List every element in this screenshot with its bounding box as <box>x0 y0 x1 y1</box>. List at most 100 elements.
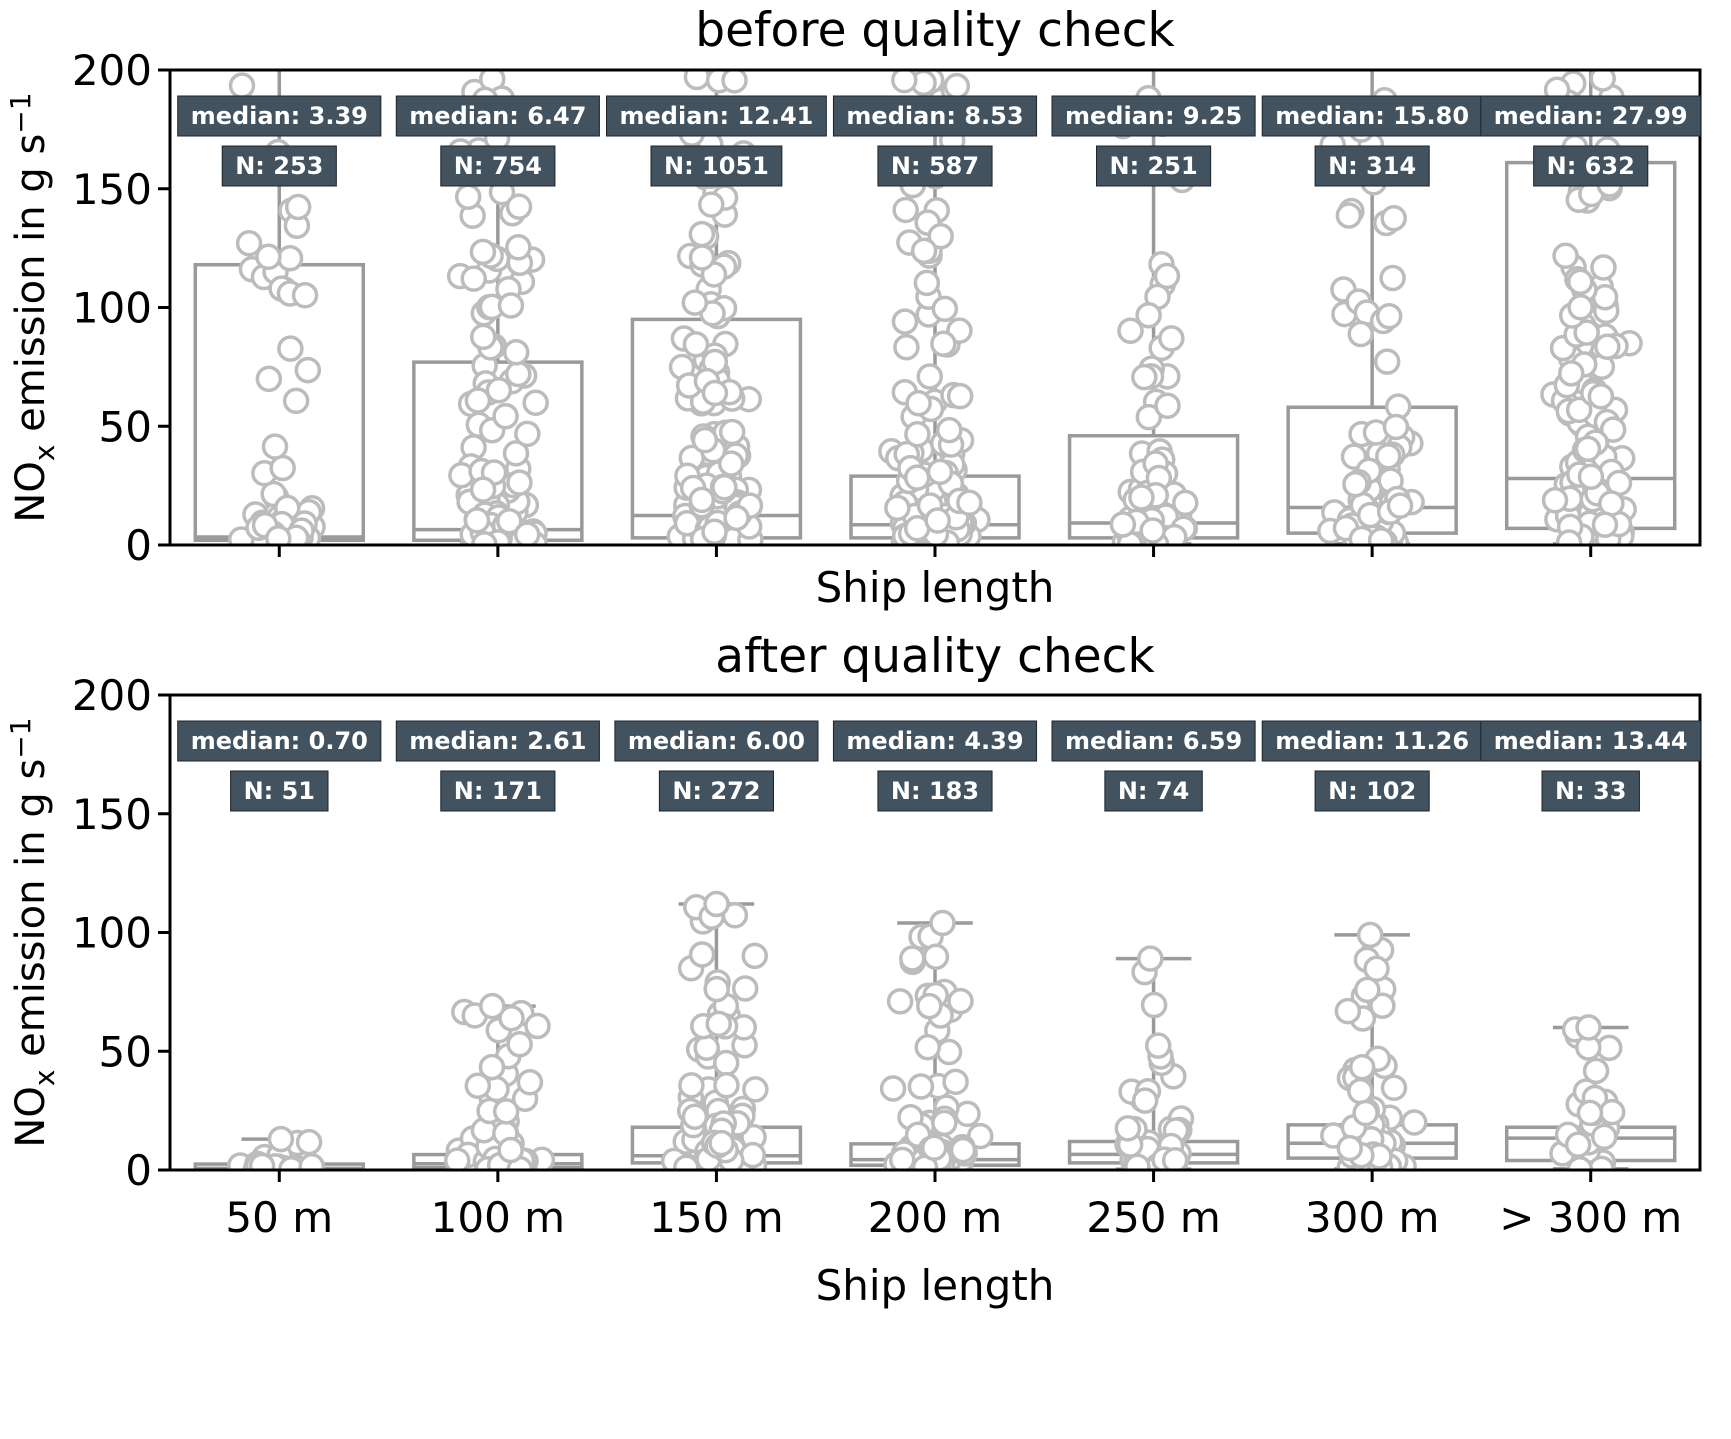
median-annotation-box <box>395 95 600 137</box>
scatter-point <box>1342 471 1369 498</box>
scatter-point <box>522 389 549 416</box>
count-annotation-box <box>650 145 783 187</box>
y-axis-label: NOx emission in g s−1 <box>4 92 61 522</box>
y-tick-label: 0 <box>125 1146 152 1195</box>
x-tick-label: 50 m <box>225 1193 333 1242</box>
y-tick-label: 150 <box>72 165 152 214</box>
scatter-point <box>888 1146 916 1170</box>
scatter-point <box>1124 1153 1151 1170</box>
count-annotation-box <box>1314 770 1430 812</box>
panel1-xlabel: Ship length <box>816 563 1055 612</box>
scatter-point <box>261 433 289 460</box>
y-axis-label-part: −1 <box>4 717 37 758</box>
scatter-point <box>886 988 914 1015</box>
scatter-point <box>691 426 719 454</box>
scatter-point <box>492 402 519 430</box>
median-annotation-box <box>1051 720 1256 762</box>
scatter-point <box>1117 317 1144 344</box>
scatter-point <box>682 331 710 358</box>
scatter-point <box>1352 1099 1379 1127</box>
scatter-point <box>1594 333 1621 360</box>
count-annotation-text: N: 51 <box>244 777 315 805</box>
y-tick-label: 100 <box>72 284 152 333</box>
count-annotation-box <box>230 770 329 812</box>
x-tick-label: > 300 m <box>1499 1193 1682 1242</box>
scatter-point <box>1582 1057 1610 1085</box>
scatter-point <box>1367 527 1395 545</box>
scatter-point <box>905 389 932 417</box>
scatter-point <box>1356 921 1384 949</box>
scatter-point <box>1135 302 1162 329</box>
scatter-point <box>947 987 974 1015</box>
scatter-point <box>929 909 956 937</box>
scatter-point <box>485 376 513 404</box>
median-annotation-text: median: 13.44 <box>1494 727 1688 755</box>
scatter-point <box>269 454 296 482</box>
scatter-point <box>949 1136 977 1164</box>
scatter-point <box>903 464 931 491</box>
scatter-point <box>1347 1077 1374 1105</box>
scatter-point <box>931 1109 958 1137</box>
count-annotation-text: N: 74 <box>1118 777 1189 805</box>
count-annotation-box <box>221 145 337 187</box>
scatter-point <box>498 1005 525 1032</box>
y-tick-label: 100 <box>72 909 152 958</box>
scatter-point <box>946 382 974 410</box>
scatter-point <box>1564 1131 1592 1159</box>
scatter-point <box>1590 254 1617 281</box>
y-axis-label-part: emission in g s <box>8 759 54 1070</box>
median-annotation-box <box>1480 95 1702 137</box>
y-axis-label-part: −1 <box>4 92 37 133</box>
count-annotation-box <box>1541 770 1640 812</box>
scatter-point <box>1573 319 1600 346</box>
scatter-point <box>1109 511 1137 538</box>
count-annotation-text: N: 33 <box>1555 777 1626 805</box>
scatter-point <box>1566 268 1594 296</box>
count-annotation-box <box>658 770 774 812</box>
count-annotation-text: N: 754 <box>454 152 542 180</box>
median-annotation-text: median: 4.39 <box>846 727 1023 755</box>
scatter-point <box>1375 443 1402 470</box>
scatter-point <box>681 1103 709 1131</box>
scatter-point <box>913 269 941 297</box>
scatter-point <box>497 1136 524 1164</box>
scatter-point <box>1348 1053 1376 1081</box>
scatter-point <box>1334 997 1362 1025</box>
scatter-point <box>879 1075 907 1102</box>
scatter-point <box>267 1125 295 1153</box>
scatter-point <box>688 244 716 271</box>
scatter-point <box>1567 294 1594 321</box>
median-annotation-text: median: 8.53 <box>846 102 1023 130</box>
count-annotation-box <box>1533 145 1649 187</box>
scatter-point <box>891 308 919 335</box>
median-annotation-box <box>1480 720 1702 762</box>
scatter-point <box>899 945 926 972</box>
median-annotation-box <box>177 95 382 137</box>
scatter-point <box>892 196 919 224</box>
scatter-point <box>497 292 525 319</box>
scatter-point <box>506 469 533 496</box>
scatter-point <box>478 1053 506 1081</box>
scatter-point <box>703 975 730 1003</box>
scatter-point <box>673 1154 700 1170</box>
count-annotation-box <box>440 770 556 812</box>
scatter-point <box>916 992 943 1020</box>
count-annotation-text: N: 171 <box>454 777 542 805</box>
scatter-point <box>1380 204 1407 232</box>
scatter-point <box>904 421 931 448</box>
scatter-point <box>1128 484 1155 511</box>
median-annotation-box <box>832 95 1038 137</box>
count-annotation-text: N: 632 <box>1547 152 1635 180</box>
scatter-point <box>235 230 263 257</box>
scatter-point <box>502 440 530 467</box>
scatter-point <box>1382 413 1410 441</box>
scatter-point <box>1154 392 1181 420</box>
scatter-point <box>1591 1123 1618 1151</box>
scatter-point <box>284 193 312 221</box>
scatter-point <box>228 72 256 99</box>
median-annotation-text: median: 3.39 <box>191 102 368 130</box>
scatter-point <box>1589 70 1616 92</box>
scatter-point <box>255 243 282 271</box>
median-annotation-box <box>606 95 827 137</box>
